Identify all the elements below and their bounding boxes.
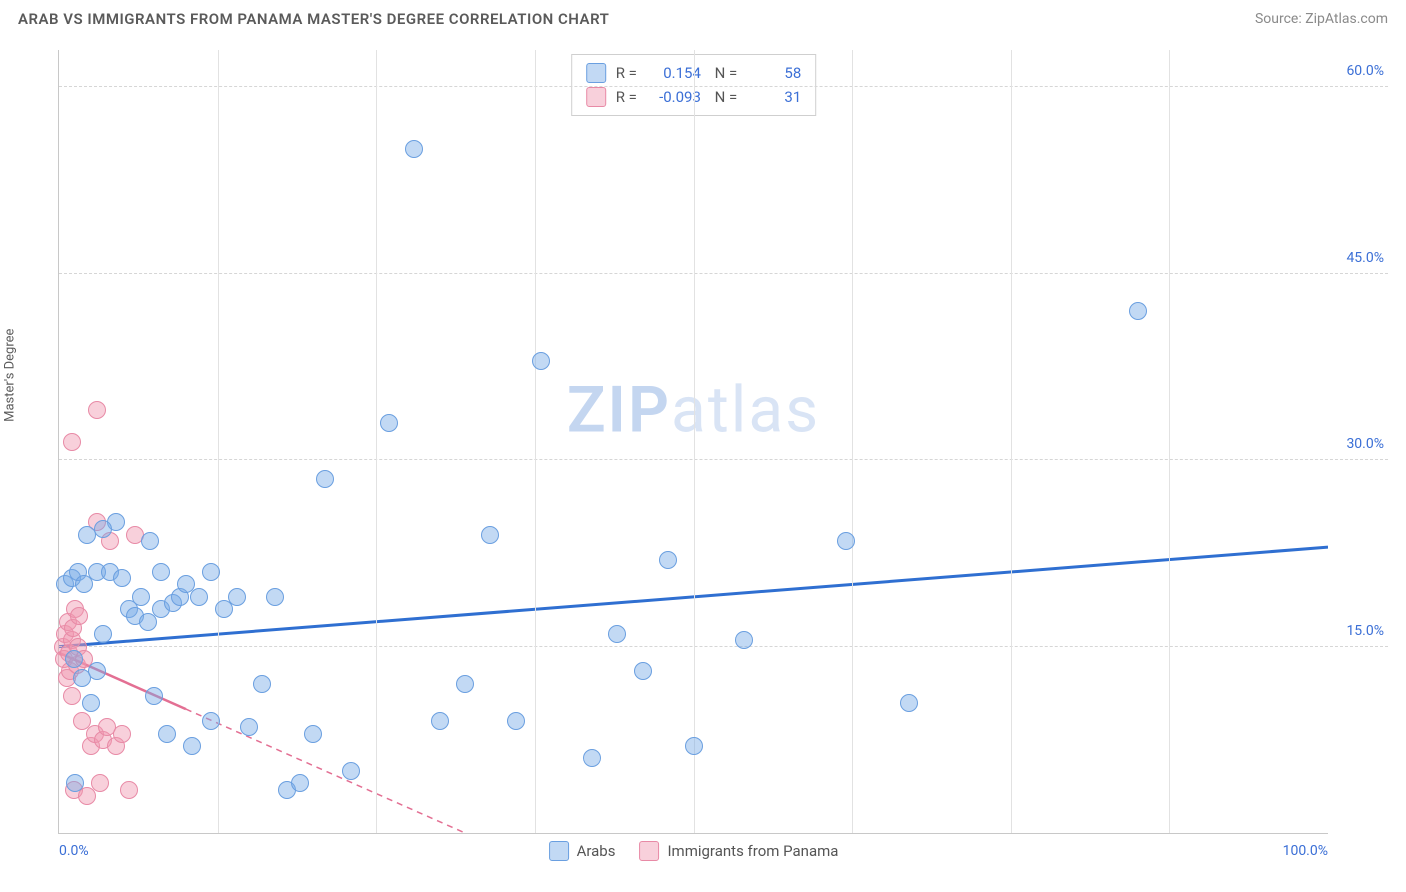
data-point bbox=[1129, 302, 1147, 320]
y-tick-label: 30.0% bbox=[1346, 436, 1384, 452]
swatch-panama-icon bbox=[639, 841, 659, 861]
data-point bbox=[431, 712, 449, 730]
x-tick-label: 100.0% bbox=[1283, 843, 1328, 859]
swatch-arabs bbox=[586, 63, 606, 83]
data-point bbox=[608, 625, 626, 643]
data-point bbox=[456, 675, 474, 693]
gridline-vertical bbox=[376, 50, 377, 833]
gridline-horizontal bbox=[59, 459, 1388, 460]
data-point bbox=[183, 737, 201, 755]
legend-label-arabs: Arabs bbox=[577, 842, 616, 860]
data-point bbox=[152, 563, 170, 581]
gridline-vertical bbox=[535, 50, 536, 833]
data-point bbox=[342, 762, 360, 780]
data-point bbox=[65, 650, 83, 668]
data-point bbox=[316, 470, 334, 488]
x-tick-label: 0.0% bbox=[59, 843, 89, 859]
data-point bbox=[380, 414, 398, 432]
data-point bbox=[94, 520, 112, 538]
data-point bbox=[63, 433, 81, 451]
plot-area: ZIPatlas R =0.154 N =58 R =-0.093 N =31 … bbox=[58, 50, 1328, 834]
legend-label-panama: Immigrants from Panama bbox=[667, 842, 838, 860]
data-point bbox=[481, 526, 499, 544]
swatch-panama bbox=[586, 87, 606, 107]
data-point bbox=[583, 749, 601, 767]
data-point bbox=[94, 625, 112, 643]
data-point bbox=[82, 694, 100, 712]
data-point bbox=[240, 718, 258, 736]
legend-item-arabs: Arabs bbox=[549, 841, 616, 861]
gridline-vertical bbox=[852, 50, 853, 833]
data-point bbox=[78, 526, 96, 544]
y-tick-label: 15.0% bbox=[1346, 623, 1384, 639]
data-point bbox=[634, 662, 652, 680]
source-label: Source: ZipAtlas.com bbox=[1255, 11, 1388, 27]
data-point bbox=[266, 588, 284, 606]
data-point bbox=[291, 774, 309, 792]
data-point bbox=[532, 352, 550, 370]
data-point bbox=[145, 687, 163, 705]
gridline-vertical bbox=[1011, 50, 1012, 833]
data-point bbox=[685, 737, 703, 755]
data-point bbox=[659, 551, 677, 569]
y-tick-label: 60.0% bbox=[1346, 63, 1384, 79]
gridline-horizontal bbox=[59, 86, 1388, 87]
y-axis-label: Master's Degree bbox=[3, 329, 18, 422]
data-point bbox=[735, 631, 753, 649]
data-point bbox=[88, 662, 106, 680]
data-point bbox=[91, 774, 109, 792]
data-point bbox=[113, 725, 131, 743]
legend-item-panama: Immigrants from Panama bbox=[639, 841, 838, 861]
y-tick-label: 45.0% bbox=[1346, 250, 1384, 266]
series-legend: Arabs Immigrants from Panama bbox=[549, 841, 839, 861]
gridline-vertical bbox=[694, 50, 695, 833]
data-point bbox=[113, 569, 131, 587]
chart-title: ARAB VS IMMIGRANTS FROM PANAMA MASTER'S … bbox=[18, 10, 609, 28]
gridline-vertical bbox=[1169, 50, 1170, 833]
data-point bbox=[507, 712, 525, 730]
data-point bbox=[141, 532, 159, 550]
data-point bbox=[190, 588, 208, 606]
chart-container: Master's Degree ZIPatlas R =0.154 N =58 … bbox=[18, 40, 1388, 882]
data-point bbox=[837, 532, 855, 550]
data-point bbox=[304, 725, 322, 743]
data-point bbox=[63, 687, 81, 705]
data-point bbox=[202, 712, 220, 730]
data-point bbox=[120, 781, 138, 799]
data-point bbox=[405, 140, 423, 158]
data-point bbox=[900, 694, 918, 712]
data-point bbox=[66, 774, 84, 792]
data-point bbox=[70, 607, 88, 625]
gridline-horizontal bbox=[59, 273, 1388, 274]
gridline-horizontal bbox=[59, 646, 1388, 647]
data-point bbox=[228, 588, 246, 606]
swatch-arabs-icon bbox=[549, 841, 569, 861]
data-point bbox=[88, 401, 106, 419]
data-point bbox=[132, 588, 150, 606]
data-point bbox=[158, 725, 176, 743]
data-point bbox=[202, 563, 220, 581]
data-point bbox=[253, 675, 271, 693]
